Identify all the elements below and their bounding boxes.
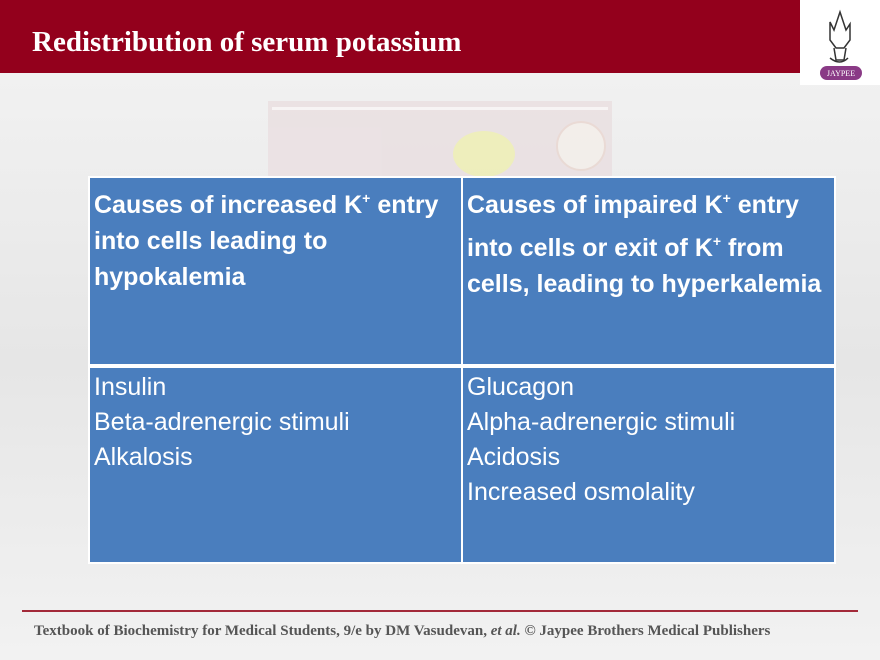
header-cell-hyperkalemia: Causes of impaired K+ entry into cells o… (461, 176, 836, 368)
list-item: Alpha-adrenergic stimuli (467, 408, 736, 436)
list-item: Acidosis (467, 443, 561, 471)
jaypee-logo: JAYPEE (800, 0, 880, 85)
hyperkalemia-causes: Glucagon Alpha-adrenergic stimuli Acidos… (461, 365, 836, 564)
hypokalemia-causes: Insulin Beta-adrenergic stimuli Alkalosi… (88, 365, 463, 564)
list-item: Insulin (94, 373, 167, 401)
list-item: Glucagon (467, 373, 575, 401)
list-item: Beta-adrenergic stimuli (94, 408, 350, 436)
potassium-table: Causes of increased K+ entry into cells … (88, 176, 836, 564)
list-item: Alkalosis (94, 443, 193, 471)
header-cell-hypokalemia: Causes of increased K+ entry into cells … (88, 176, 463, 368)
title-bar: Redistribution of serum potassium (0, 0, 800, 73)
slide-title: Redistribution of serum potassium (32, 26, 462, 58)
list-item: Increased osmolality (467, 478, 695, 506)
footer-divider (22, 610, 858, 612)
background-image (268, 101, 612, 177)
footer-credit: Textbook of Biochemistry for Medical Stu… (34, 623, 771, 639)
svg-text:JAYPEE: JAYPEE (827, 69, 855, 78)
torch-logo-icon: JAYPEE (820, 9, 862, 80)
